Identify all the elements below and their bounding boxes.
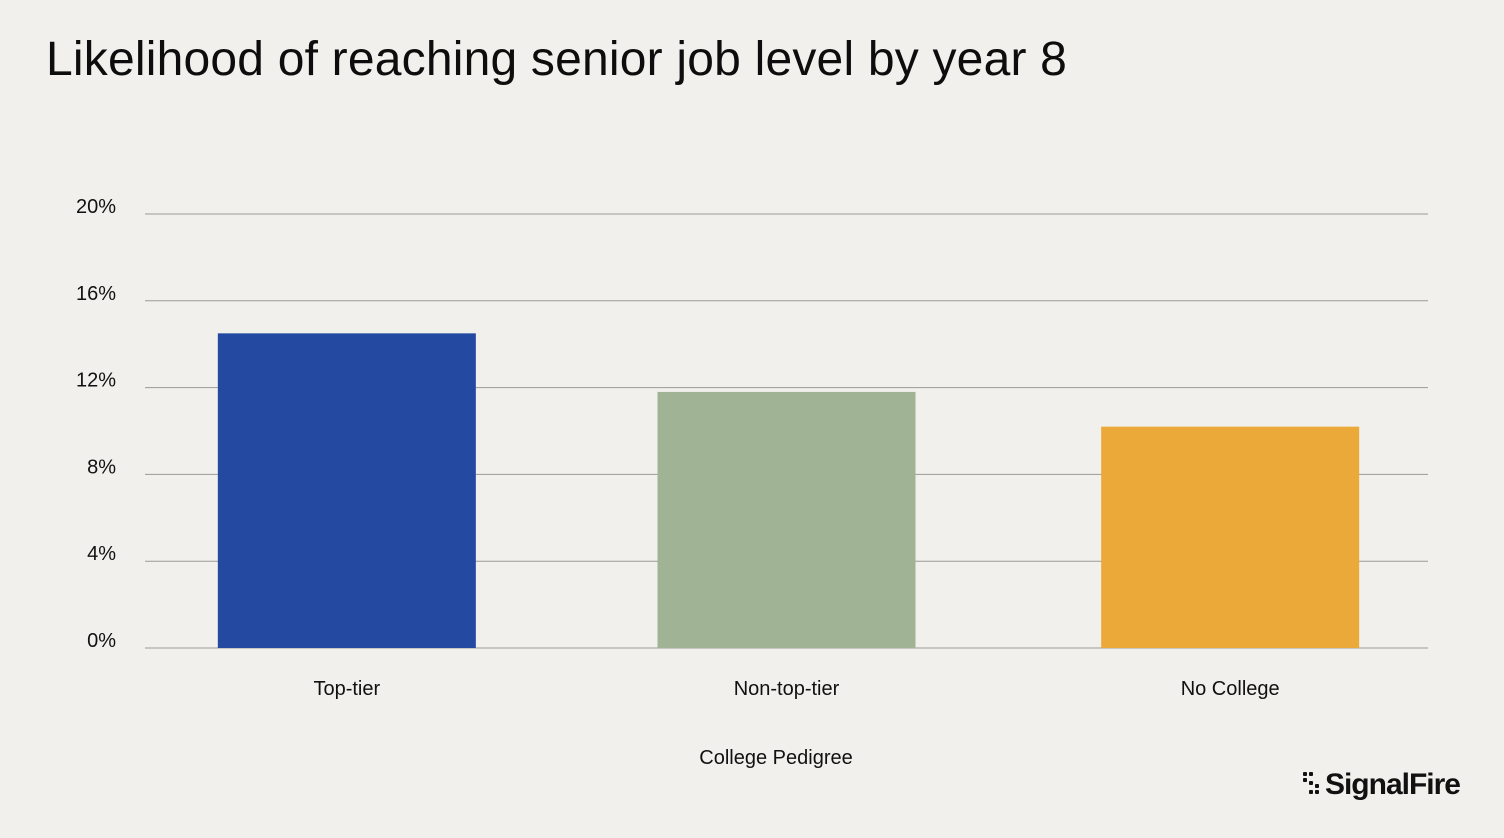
- bars: [217, 333, 1360, 648]
- signalfire-logo-icon: [1302, 770, 1321, 801]
- bar-non-top-tier: [657, 391, 916, 648]
- y-tick-label: 20%: [76, 196, 116, 218]
- y-tick-label: 16%: [76, 283, 116, 305]
- x-tick-label: Non-top-tier: [734, 678, 840, 700]
- x-axis-tick-labels: Top-tier Non-top-tier No College: [313, 678, 1279, 700]
- x-tick-label: Top-tier: [313, 678, 380, 700]
- bar-top-tier: [217, 333, 476, 648]
- x-axis-label: College Pedigree: [699, 747, 852, 769]
- y-tick-label: 4%: [87, 543, 116, 565]
- y-tick-label: 0%: [87, 630, 116, 652]
- y-tick-label: 8%: [87, 456, 116, 478]
- y-tick-label: 12%: [76, 370, 116, 392]
- y-axis-tick-labels: 0% 4% 8% 12% 16% 20%: [76, 196, 116, 652]
- logo-text: SignalFire: [1324, 768, 1461, 801]
- chart-title: Likelihood of reaching senior job level …: [46, 33, 1068, 86]
- bar-no-college: [1101, 426, 1360, 648]
- signalfire-logo: SignalFire: [1302, 768, 1461, 802]
- x-tick-label: No College: [1181, 678, 1280, 700]
